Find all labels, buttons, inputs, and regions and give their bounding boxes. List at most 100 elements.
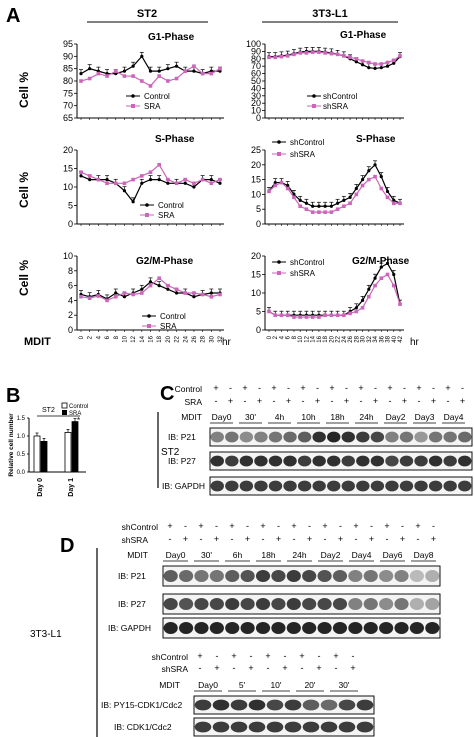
y-tick-label: 10	[251, 288, 261, 298]
data-point	[148, 170, 153, 174]
data-point	[385, 64, 390, 68]
treatment-mark: -	[287, 383, 290, 393]
treatment-mark: -	[318, 651, 321, 661]
legend-label-shcontrol: shControl	[323, 92, 357, 101]
blot-band	[312, 431, 326, 443]
blot-band	[338, 721, 356, 733]
blot-band	[443, 455, 457, 467]
y-tick-label: 15	[251, 175, 261, 185]
x-tick-label: 20	[329, 335, 335, 342]
treatment-mark: +	[291, 521, 296, 531]
blot-band	[414, 431, 428, 443]
blot-band	[286, 570, 301, 582]
panel-b-ytick: 1.0	[17, 434, 26, 440]
treatment-mark: +	[299, 651, 304, 661]
treatment-mark: -	[447, 396, 450, 406]
blot-band	[297, 480, 312, 492]
data-point	[88, 178, 92, 182]
treatment-mark: +	[214, 534, 219, 544]
data-point	[131, 74, 135, 78]
panel-b-y-label: Relative cell number	[8, 413, 15, 477]
data-point	[329, 313, 334, 317]
data-point	[131, 200, 135, 204]
y-tick-label: 4	[68, 295, 73, 305]
data-point	[367, 294, 371, 299]
treatment-mark: -	[246, 521, 249, 531]
y-tick-label: 2	[68, 310, 73, 320]
data-point	[122, 291, 127, 295]
data-point	[166, 79, 170, 83]
data-point	[192, 69, 196, 73]
data-point	[285, 186, 290, 191]
y-tick-label: 75	[63, 88, 73, 98]
data-point	[105, 181, 109, 186]
legend-label-shsra: shSRA	[290, 150, 316, 159]
treatment-mark: -	[335, 663, 338, 673]
bar-chart	[27, 417, 86, 473]
treatment-mark: -	[277, 521, 280, 531]
treatment-mark: +	[265, 651, 270, 661]
treatment-mark: -	[374, 383, 377, 393]
treatment-mark: -	[273, 396, 276, 406]
legend-st2-s: Control SRA	[140, 201, 184, 220]
blot-band	[297, 431, 312, 443]
treatment-mark: +	[228, 396, 233, 406]
data-point	[336, 201, 340, 205]
blot-band	[225, 480, 239, 492]
y-tick-label: 15	[63, 164, 73, 174]
timepoint-label: 20'	[304, 680, 315, 690]
blot-band	[254, 455, 268, 467]
data-point	[298, 198, 302, 202]
data-point	[131, 177, 135, 182]
panel-d-lower-row-shcontrol: shControl	[152, 652, 188, 662]
x-tick-label: 22	[336, 335, 342, 342]
blot-band	[320, 699, 338, 711]
treatment-mark: -	[229, 383, 232, 393]
blot-band	[240, 570, 255, 582]
y-tick-label: 20	[251, 251, 261, 261]
data-point	[105, 74, 109, 78]
data-point	[183, 181, 187, 185]
blot-band	[327, 431, 341, 443]
y-tick-label: 0	[256, 325, 261, 335]
data-point	[122, 74, 127, 78]
x-tick-label: 12	[304, 335, 310, 342]
panel-letter-c: C	[160, 383, 174, 405]
blot-band	[379, 622, 394, 634]
y-tick-label: 95	[63, 39, 73, 49]
blot-band	[370, 455, 385, 467]
data-point	[87, 296, 92, 300]
x-tick-label: 24	[183, 335, 189, 342]
data-point	[209, 181, 214, 186]
x-tick-label: 20	[166, 335, 172, 342]
data-point	[157, 74, 161, 78]
treatment-mark: +	[415, 521, 420, 531]
data-point	[113, 69, 118, 73]
treatment-mark: +	[229, 521, 234, 531]
treatment-mark: -	[324, 534, 327, 544]
data-point	[279, 313, 284, 317]
treatment-mark: +	[369, 534, 374, 544]
blot-band	[163, 598, 178, 610]
data-point	[379, 66, 383, 70]
blot-band	[194, 721, 212, 733]
treatment-mark: -	[184, 521, 187, 531]
timepoint-label: 30'	[338, 680, 349, 690]
data-point	[373, 174, 377, 179]
treatment-mark: -	[370, 521, 373, 531]
blot-band	[443, 431, 457, 443]
x-tick-label: 8	[114, 335, 120, 339]
y-tick-label: 40	[251, 83, 261, 93]
blot-band	[370, 431, 385, 443]
x-tick-label: 28	[201, 335, 207, 342]
data-point	[131, 292, 135, 297]
x-tick-label: 32	[218, 335, 224, 342]
blot-band	[255, 622, 271, 634]
y-tick-label: 0	[68, 325, 73, 335]
treatment-mark: -	[302, 396, 305, 406]
treatment-mark: +	[167, 521, 172, 531]
data-point	[342, 54, 346, 58]
data-point	[148, 178, 153, 182]
blot-band	[312, 480, 326, 492]
treatment-mark: -	[231, 534, 234, 544]
